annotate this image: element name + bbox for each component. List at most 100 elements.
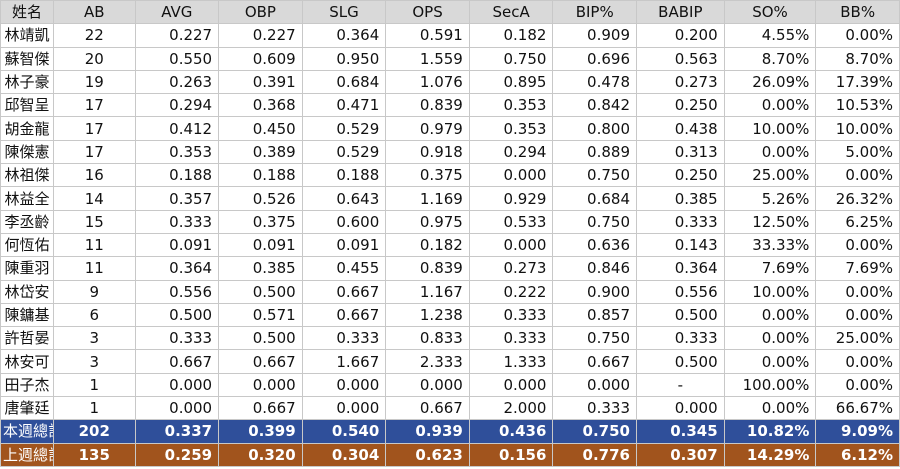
cell-bip: 0.909 [552, 23, 637, 48]
column-header-ops: OPS [385, 0, 470, 25]
cell-slg: 0.000 [301, 372, 387, 398]
cell-avg: 0.333 [134, 209, 220, 234]
cell-bip: 0.846 [552, 256, 637, 281]
table-row: 林安可 3 0.667 0.667 1.667 2.333 1.333 0.667 0.500 0… [0, 349, 900, 374]
table-row: 林子豪 19 0.263 0.391 0.684 1.076 0.895 0.478 0.273… [0, 69, 900, 95]
cell-obp: 0.091 [218, 232, 303, 258]
column-header-seca: SecA [468, 0, 554, 25]
cell-so: 0.00% [723, 349, 817, 374]
cell-bb: 0.00% [815, 279, 900, 304]
cell-so: 8.70% [723, 46, 817, 71]
cell-seca: 0.929 [468, 186, 554, 211]
table-row: 林靖凱 22 0.227 0.227 0.364 0.591 0.182 0.909 0.200… [0, 23, 900, 48]
cell-bip: 0.478 [552, 69, 637, 95]
cell-ops: 0.375 [385, 163, 470, 188]
cell-obp: 0.500 [218, 279, 303, 304]
cell-ab: 17 [53, 139, 136, 165]
table-row: 唐肇廷 1 0.000 0.667 0.000 0.667 2.000 0.333 0.000 0… [0, 396, 900, 421]
cell-babip: 0.273 [636, 69, 725, 95]
cell-babip: 0.143 [636, 232, 725, 258]
cell-so: 26.09% [723, 69, 817, 95]
cell-bb: 17.39% [815, 69, 900, 95]
cell-bip: 0.750 [552, 326, 637, 351]
cell-bb: 0.00% [815, 232, 900, 258]
cell-avg: 0.000 [134, 396, 220, 421]
cell-ops: 0.839 [385, 256, 470, 281]
cell-bip: 0.750 [552, 163, 637, 188]
cell-ab: 16 [53, 163, 136, 188]
cell-name: 林安可 [0, 349, 54, 374]
cell-seca: 0.182 [468, 23, 554, 48]
total-cell-seca: 0.436 [468, 419, 554, 444]
cell-so: 0.00% [723, 302, 817, 328]
cell-seca: 0.750 [468, 46, 554, 71]
cell-so: 0.00% [723, 326, 817, 351]
cell-bb: 0.00% [815, 23, 900, 48]
cell-babip: 0.385 [636, 186, 725, 211]
cell-ops: 0.591 [385, 23, 470, 48]
cell-bb: 0.00% [815, 163, 900, 188]
column-header-slg: SLG [301, 0, 387, 25]
cell-avg: 0.000 [134, 372, 220, 398]
cell-ab: 1 [53, 372, 136, 398]
cell-babip: 0.563 [636, 46, 725, 71]
cell-so: 0.00% [723, 139, 817, 165]
cell-ab: 15 [53, 209, 136, 234]
table-row: 田子杰 1 0.000 0.000 0.000 0.000 0.000 0.000-100.0… [0, 372, 900, 398]
total-cell-avg: 0.259 [134, 442, 220, 467]
cell-obp: 0.368 [218, 93, 303, 118]
cell-bb: 0.00% [815, 302, 900, 328]
total-cell-ops: 0.623 [385, 442, 470, 467]
column-header-bip: BIP% [552, 0, 637, 25]
cell-obp: 0.571 [218, 302, 303, 328]
cell-ops: 0.000 [385, 372, 470, 398]
total-cell-ab: 202 [53, 419, 136, 444]
cell-obp: 0.609 [218, 46, 303, 71]
cell-seca: 0.353 [468, 93, 554, 118]
total-cell-bip: 0.776 [552, 442, 637, 467]
total-cell-name: 本週總計 [0, 419, 54, 444]
cell-slg: 0.667 [301, 302, 387, 328]
cell-seca: 0.533 [468, 209, 554, 234]
cell-avg: 0.227 [134, 23, 220, 48]
cell-bip: 0.684 [552, 186, 637, 211]
cell-avg: 0.294 [134, 93, 220, 118]
cell-slg: 0.471 [301, 93, 387, 118]
column-header-bb: BB% [815, 0, 900, 25]
cell-so: 10.00% [723, 116, 817, 141]
cell-babip: 0.313 [636, 139, 725, 165]
cell-babip: 0.333 [636, 326, 725, 351]
total-cell-ab: 135 [53, 442, 136, 467]
table-row: 胡金龍 17 0.412 0.450 0.529 0.979 0.353 0.800 0.438… [0, 116, 900, 141]
cell-name: 林靖凱 [0, 23, 54, 48]
cell-ab: 20 [53, 46, 136, 71]
cell-ops: 1.559 [385, 46, 470, 71]
cell-so: 25.00% [723, 163, 817, 188]
table-row: 陳鏞基 6 0.500 0.571 0.667 1.238 0.333 0.857 0.500 0… [0, 302, 900, 328]
cell-ops: 1.169 [385, 186, 470, 211]
cell-seca: 0.000 [468, 163, 554, 188]
cell-slg: 0.529 [301, 139, 387, 165]
cell-babip: 0.333 [636, 209, 725, 234]
cell-slg: 0.364 [301, 23, 387, 48]
cell-ab: 1 [53, 396, 136, 421]
cell-name: 胡金龍 [0, 116, 54, 141]
cell-slg: 0.667 [301, 279, 387, 304]
table-row: 許哲晏 3 0.333 0.500 0.333 0.833 0.333 0.750 0.333 0… [0, 326, 900, 351]
cell-slg: 0.600 [301, 209, 387, 234]
cell-ops: 1.238 [385, 302, 470, 328]
cell-bb: 26.32% [815, 186, 900, 211]
cell-ab: 17 [53, 93, 136, 118]
cell-bb: 0.00% [815, 372, 900, 398]
column-header-avg: AVG [134, 0, 220, 25]
cell-so: 5.26% [723, 186, 817, 211]
cell-ops: 1.167 [385, 279, 470, 304]
cell-name: 許哲晏 [0, 326, 54, 351]
cell-name: 何恆佑 [0, 232, 54, 258]
cell-avg: 0.357 [134, 186, 220, 211]
cell-seca: 0.000 [468, 232, 554, 258]
cell-avg: 0.188 [134, 163, 220, 188]
cell-bb: 6.25% [815, 209, 900, 234]
cell-avg: 0.333 [134, 326, 220, 351]
total-cell-slg: 0.304 [301, 442, 387, 467]
